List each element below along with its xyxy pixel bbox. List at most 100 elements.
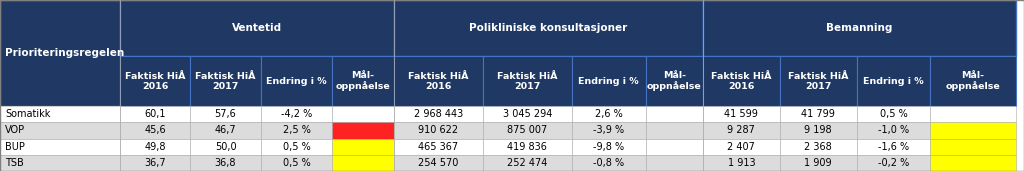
Bar bbox=[856, 106, 930, 122]
Text: BUP: BUP bbox=[5, 142, 25, 152]
Text: 910 622: 910 622 bbox=[418, 125, 459, 135]
Bar bbox=[121, 106, 190, 122]
Bar bbox=[121, 0, 393, 56]
Text: -4,2 %: -4,2 % bbox=[281, 109, 312, 119]
Bar bbox=[260, 122, 332, 139]
Text: 2,6 %: 2,6 % bbox=[595, 109, 623, 119]
Text: 2 368: 2 368 bbox=[804, 142, 833, 152]
Text: 2,5 %: 2,5 % bbox=[283, 125, 310, 135]
Bar bbox=[780, 56, 856, 106]
Text: 3 045 294: 3 045 294 bbox=[503, 109, 552, 119]
Bar bbox=[0, 122, 121, 139]
Text: Bemanning: Bemanning bbox=[826, 23, 893, 33]
Text: -1,0 %: -1,0 % bbox=[878, 125, 909, 135]
Text: Faktisk HiÅ
2017: Faktisk HiÅ 2017 bbox=[497, 71, 558, 91]
Bar bbox=[260, 106, 332, 122]
Text: 465 367: 465 367 bbox=[418, 142, 459, 152]
Text: Faktisk HiÅ
2017: Faktisk HiÅ 2017 bbox=[196, 71, 256, 91]
Text: Endring i %: Endring i % bbox=[579, 77, 639, 86]
Text: Mål-
oppnåelse: Mål- oppnåelse bbox=[946, 71, 1000, 91]
Bar bbox=[702, 0, 1016, 56]
Text: Faktisk HiÅ
2016: Faktisk HiÅ 2016 bbox=[711, 71, 772, 91]
Bar bbox=[393, 139, 483, 155]
Bar bbox=[393, 106, 483, 122]
Text: Polikliniske konsultasjoner: Polikliniske konsultasjoner bbox=[469, 23, 628, 33]
Text: Faktisk HiÅ
2016: Faktisk HiÅ 2016 bbox=[125, 71, 185, 91]
Bar bbox=[571, 122, 645, 139]
Bar bbox=[332, 155, 393, 171]
Text: Faktisk HiÅ
2017: Faktisk HiÅ 2017 bbox=[787, 71, 849, 91]
Bar bbox=[571, 139, 645, 155]
Bar bbox=[260, 139, 332, 155]
Bar bbox=[393, 0, 702, 56]
Bar bbox=[121, 56, 190, 106]
Text: Faktisk HiÅ
2016: Faktisk HiÅ 2016 bbox=[408, 71, 469, 91]
Bar bbox=[645, 56, 702, 106]
Text: Endring i %: Endring i % bbox=[863, 77, 924, 86]
Bar bbox=[645, 122, 702, 139]
Bar bbox=[121, 139, 190, 155]
Bar bbox=[393, 122, 483, 139]
Bar bbox=[393, 56, 483, 106]
Bar bbox=[645, 139, 702, 155]
Bar bbox=[260, 56, 332, 106]
Bar bbox=[121, 155, 190, 171]
Text: 875 007: 875 007 bbox=[507, 125, 548, 135]
Bar bbox=[121, 122, 190, 139]
Text: 41 599: 41 599 bbox=[724, 109, 759, 119]
Bar bbox=[645, 106, 702, 122]
Text: Endring i %: Endring i % bbox=[266, 77, 327, 86]
Bar bbox=[190, 155, 260, 171]
Bar bbox=[930, 122, 1016, 139]
Bar bbox=[702, 139, 780, 155]
Text: 9 198: 9 198 bbox=[805, 125, 831, 135]
Bar bbox=[332, 106, 393, 122]
Text: 36,8: 36,8 bbox=[215, 158, 237, 168]
Text: 0,5 %: 0,5 % bbox=[283, 142, 310, 152]
Bar bbox=[856, 155, 930, 171]
Text: 254 570: 254 570 bbox=[418, 158, 459, 168]
Text: -0,8 %: -0,8 % bbox=[593, 158, 625, 168]
Bar bbox=[856, 56, 930, 106]
Text: 1 909: 1 909 bbox=[805, 158, 831, 168]
Bar bbox=[856, 122, 930, 139]
Text: Mål-
oppnåelse: Mål- oppnåelse bbox=[336, 71, 390, 91]
Bar bbox=[780, 106, 856, 122]
Text: 50,0: 50,0 bbox=[215, 142, 237, 152]
Text: -9,8 %: -9,8 % bbox=[593, 142, 625, 152]
Text: 252 474: 252 474 bbox=[507, 158, 548, 168]
Bar bbox=[190, 139, 260, 155]
Bar bbox=[702, 56, 780, 106]
Bar bbox=[780, 122, 856, 139]
Text: 36,7: 36,7 bbox=[144, 158, 166, 168]
Text: 2 968 443: 2 968 443 bbox=[414, 109, 463, 119]
Text: 1 913: 1 913 bbox=[728, 158, 755, 168]
Text: -0,2 %: -0,2 % bbox=[878, 158, 909, 168]
Bar bbox=[190, 56, 260, 106]
Bar bbox=[260, 155, 332, 171]
Bar bbox=[483, 122, 571, 139]
Bar bbox=[332, 139, 393, 155]
Bar bbox=[190, 122, 260, 139]
Bar bbox=[0, 106, 121, 122]
Text: 0,5 %: 0,5 % bbox=[880, 109, 907, 119]
Bar bbox=[0, 0, 121, 106]
Text: Prioriteringsregelen: Prioriteringsregelen bbox=[5, 48, 124, 58]
Bar bbox=[780, 155, 856, 171]
Bar bbox=[483, 155, 571, 171]
Text: -1,6 %: -1,6 % bbox=[878, 142, 909, 152]
Bar bbox=[483, 56, 571, 106]
Text: Mål-
oppnåelse: Mål- oppnåelse bbox=[647, 71, 701, 91]
Bar bbox=[0, 139, 121, 155]
Text: Somatikk: Somatikk bbox=[5, 109, 50, 119]
Bar bbox=[332, 56, 393, 106]
Bar bbox=[0, 155, 121, 171]
Bar bbox=[393, 155, 483, 171]
Bar bbox=[780, 139, 856, 155]
Text: 45,6: 45,6 bbox=[144, 125, 166, 135]
Text: 2 407: 2 407 bbox=[727, 142, 756, 152]
Text: 57,6: 57,6 bbox=[215, 109, 237, 119]
Bar bbox=[702, 106, 780, 122]
Bar bbox=[930, 56, 1016, 106]
Bar bbox=[702, 155, 780, 171]
